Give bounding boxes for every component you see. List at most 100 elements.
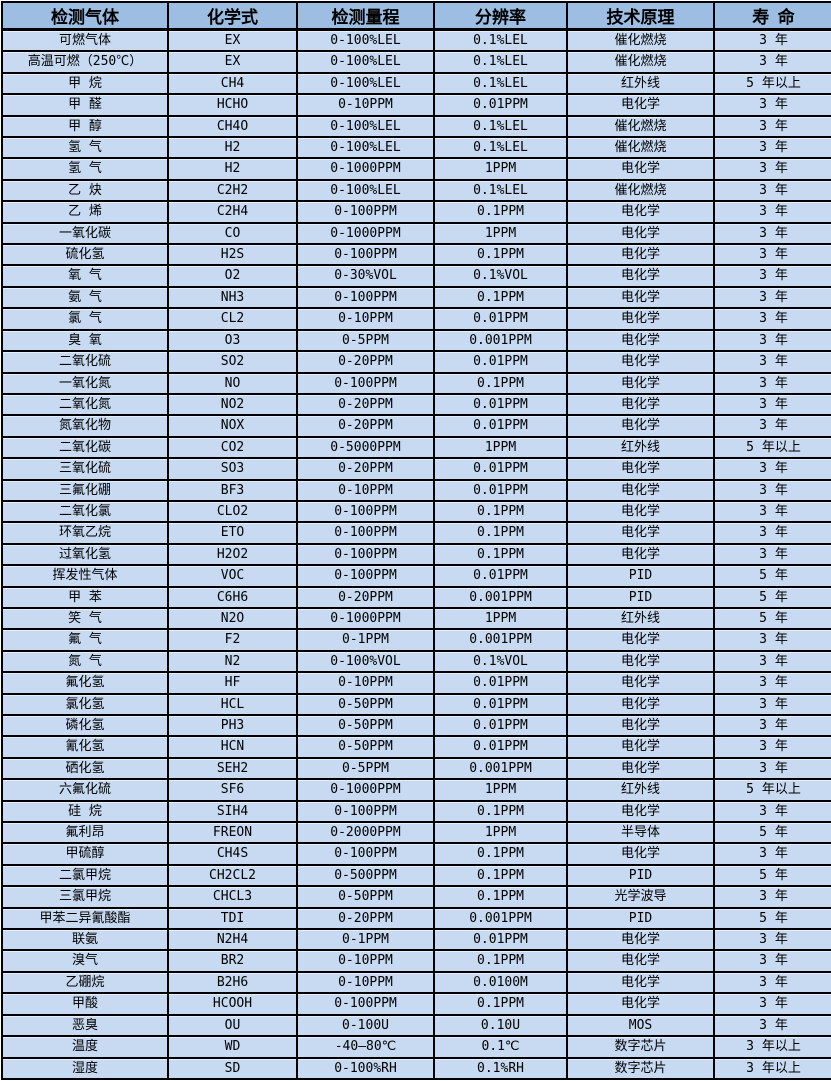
- cell-lifespan: 3 年: [713, 50, 831, 74]
- cell-resolution: 0.1PPM: [433, 521, 568, 545]
- cell-chemical-formula: CH4S: [167, 842, 298, 866]
- cell-detection-range: 0-10PPM: [296, 949, 435, 973]
- cell-resolution: 0.1%VOL: [433, 649, 568, 674]
- cell-lifespan: 5 年以上: [713, 778, 831, 802]
- cell-lifespan: 5 年: [713, 564, 831, 588]
- cell-gas-name: 硒化氢: [1, 756, 169, 781]
- cell-detection-range: 0-5PPM: [296, 328, 435, 353]
- table-row: 氧 气 O2 0-30%VOL 0.1%VOL 电化学 3 年: [1, 264, 831, 288]
- cell-chemical-formula: OU: [167, 1013, 298, 1038]
- cell-chemical-formula: HF: [167, 671, 298, 695]
- cell-resolution: 0.001PPM: [433, 628, 568, 652]
- cell-chemical-formula: TDI: [167, 906, 298, 931]
- cell-gas-name: 氟 气: [1, 628, 169, 652]
- cell-gas-name: 六氟化硫: [1, 778, 169, 802]
- cell-detection-range: 0-10PPM: [296, 970, 435, 995]
- cell-chemical-formula: N2H4: [167, 928, 298, 952]
- cell-detection-range: 0-1000PPM: [296, 221, 435, 246]
- cell-lifespan: 3 年: [713, 1013, 831, 1038]
- table-row: 三氟化硼 BF3 0-10PPM 0.01PPM 电化学 3 年: [1, 478, 831, 502]
- cell-chemical-formula: B2H6: [167, 970, 298, 995]
- cell-gas-name: 三氧化硫: [1, 457, 169, 481]
- cell-resolution: 0.01PPM: [433, 928, 568, 952]
- cell-chemical-formula: FREON: [167, 821, 298, 845]
- cell-gas-name: 氰化氢: [1, 735, 169, 759]
- cell-gas-name: 甲酸: [1, 992, 169, 1016]
- cell-detection-range: 0-100U: [296, 1013, 435, 1038]
- table-header: 检测气体 化学式 检测量程 分辨率 技术原理寿 命: [1, 1, 831, 31]
- table-row: 三氧化硫 SO3 0-20PPM 0.01PPM 电化学 3 年: [1, 457, 831, 481]
- cell-lifespan: 3 年: [713, 649, 831, 674]
- cell-detection-range: 0-100%LEL: [296, 50, 435, 74]
- cell-chemical-formula: CO: [167, 221, 298, 246]
- cell-technology: 电化学: [566, 756, 715, 781]
- cell-technology: 催化燃烧: [566, 50, 715, 74]
- cell-detection-range: 0-100PPM: [296, 842, 435, 866]
- table-row: 一氧化碳 CO 0-1000PPM 1PPM 电化学 3 年: [1, 221, 831, 246]
- cell-resolution: 1PPM: [433, 778, 568, 802]
- cell-technology: 电化学: [566, 264, 715, 288]
- column-header-detection-range: 检测量程: [296, 1, 435, 31]
- cell-gas-name: 笑 气: [1, 606, 169, 631]
- table-row: 氟化氢 HF 0-10PPM 0.01PPM 电化学 3 年: [1, 671, 831, 695]
- cell-technology: 红外线: [566, 71, 715, 96]
- cell-lifespan: 3 年: [713, 114, 831, 139]
- cell-detection-range: 0-100PPM: [296, 564, 435, 588]
- cell-lifespan: 3 年: [713, 885, 831, 909]
- cell-technology: 催化燃烧: [566, 178, 715, 203]
- table-row: 氢 气 H2 0-1000PPM 1PPM 电化学 3 年: [1, 157, 831, 181]
- cell-lifespan: 3 年: [713, 542, 831, 567]
- cell-detection-range: 0-10PPM: [296, 478, 435, 502]
- cell-chemical-formula: CO2: [167, 435, 298, 460]
- cell-detection-range: 0-100PPM: [296, 200, 435, 224]
- cell-chemical-formula: BF3: [167, 478, 298, 502]
- cell-lifespan: 3 年: [713, 949, 831, 973]
- cell-technology: 电化学: [566, 992, 715, 1016]
- cell-lifespan: 3 年: [713, 992, 831, 1016]
- table-row: 环氧乙烷 ETO 0-100PPM 0.1PPM 电化学 3 年: [1, 521, 831, 545]
- cell-lifespan: 3 年: [713, 756, 831, 781]
- cell-gas-name: 可燃气体: [1, 28, 169, 53]
- cell-resolution: 0.1%VOL: [433, 264, 568, 288]
- cell-technology: 电化学: [566, 478, 715, 502]
- cell-lifespan: 3 年: [713, 136, 831, 160]
- table-row: 硒化氢 SEH2 0-5PPM 0.001PPM 电化学 3 年: [1, 756, 831, 781]
- cell-gas-name: 二氧化碳: [1, 435, 169, 460]
- cell-resolution: 0.1PPM: [433, 992, 568, 1016]
- header-row: 检测气体 化学式 检测量程 分辨率 技术原理寿 命: [1, 1, 831, 31]
- cell-detection-range: 0-20PPM: [296, 585, 435, 609]
- cell-gas-name: 高温可燃（250℃）: [1, 50, 169, 74]
- column-header-gas-name: 检测气体: [1, 1, 169, 31]
- cell-technology: 催化燃烧: [566, 114, 715, 139]
- table-row: 联氨 N2H4 0-1PPM 0.01PPM 电化学 3 年: [1, 928, 831, 952]
- cell-lifespan: 3 年: [713, 842, 831, 866]
- cell-lifespan: 3 年以上: [713, 1035, 831, 1059]
- table-row: 乙 烯 C2H4 0-100PPM 0.1PPM 电化学 3 年: [1, 200, 831, 224]
- cell-resolution: 0.1PPM: [433, 200, 568, 224]
- cell-technology: 电化学: [566, 221, 715, 246]
- cell-detection-range: 0-20PPM: [296, 350, 435, 374]
- cell-chemical-formula: SO2: [167, 350, 298, 374]
- cell-chemical-formula: CH4O: [167, 114, 298, 139]
- cell-gas-name: 温度: [1, 1035, 169, 1059]
- cell-detection-range: 0-100%LEL: [296, 178, 435, 203]
- cell-chemical-formula: H2S: [167, 243, 298, 267]
- table-row: 氟利昂 FREON 0-2000PPM 1PPM 半导体 5 年: [1, 821, 831, 845]
- cell-chemical-formula: VOC: [167, 564, 298, 588]
- table-row: 氯 气 CL2 0-10PPM 0.01PPM 电化学 3 年: [1, 307, 831, 331]
- cell-lifespan: 3 年: [713, 93, 831, 117]
- cell-gas-name: 氢 气: [1, 157, 169, 181]
- cell-technology: 电化学: [566, 692, 715, 717]
- cell-lifespan: 3 年: [713, 285, 831, 310]
- cell-technology: 电化学: [566, 414, 715, 438]
- cell-resolution: 0.10U: [433, 1013, 568, 1038]
- cell-resolution: 0.01PPM: [433, 307, 568, 331]
- cell-lifespan: 3 年以上: [713, 1056, 831, 1080]
- cell-gas-name: 甲 醇: [1, 114, 169, 139]
- cell-gas-name: 三氟化硼: [1, 478, 169, 502]
- cell-chemical-formula: N2O: [167, 606, 298, 631]
- cell-chemical-formula: NO: [167, 371, 298, 395]
- cell-gas-name: 氮 气: [1, 649, 169, 674]
- cell-lifespan: 3 年: [713, 307, 831, 331]
- cell-technology: 红外线: [566, 606, 715, 631]
